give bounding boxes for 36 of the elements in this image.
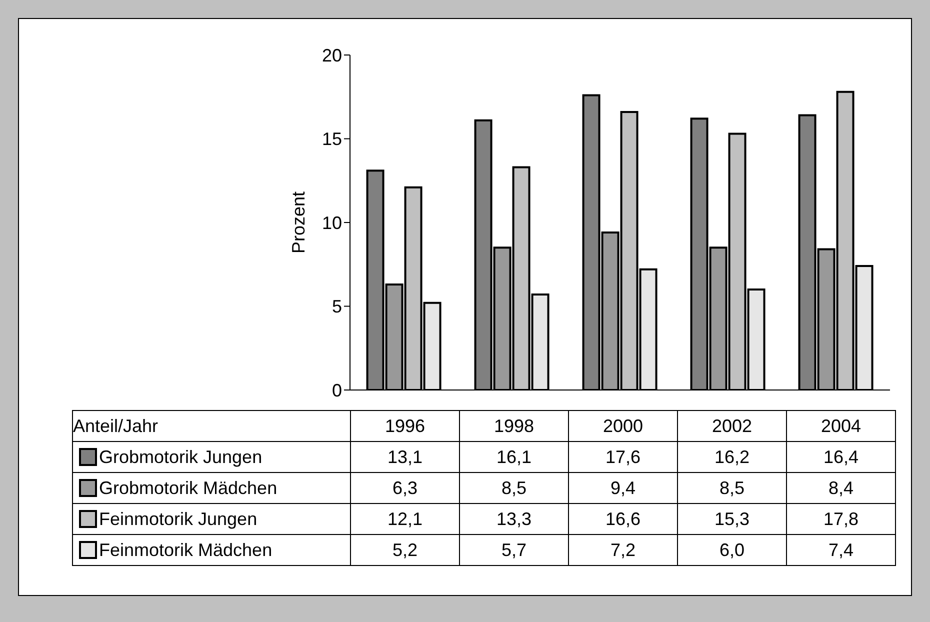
legend-label: Feinmotorik Jungen xyxy=(99,508,258,529)
legend-label: Grobmotorik Jungen xyxy=(99,446,262,467)
data-label: 7,2 xyxy=(568,534,678,566)
y-tick-label: 20 xyxy=(322,45,342,66)
data-label: 13,3 xyxy=(460,504,568,534)
data-label: 8,4 xyxy=(786,472,896,504)
y-tick-label: 10 xyxy=(322,212,342,233)
data-label: 16,6 xyxy=(568,504,678,534)
data-label: 5,7 xyxy=(460,534,568,566)
legend-label: Feinmotorik Mädchen xyxy=(99,540,272,560)
legend-label: Grobmotorik Mädchen xyxy=(99,478,278,498)
x-tick-label: 2002 xyxy=(678,410,786,442)
data-label: 16,4 xyxy=(786,442,896,472)
x-tick-label: 1996 xyxy=(350,410,460,442)
y-tick-label: 15 xyxy=(322,129,342,150)
x-tick-label: 2000 xyxy=(568,410,678,442)
data-label: 15,3 xyxy=(678,504,786,534)
y-tick-label: 5 xyxy=(332,296,342,317)
data-label: 6,0 xyxy=(678,534,786,566)
data-label: 17,6 xyxy=(568,442,678,472)
y-tick-label: 0 xyxy=(332,380,342,400)
data-label: 13,1 xyxy=(350,442,460,472)
data-label: 12,1 xyxy=(350,504,460,534)
legend-title: Anteil/Jahr xyxy=(72,410,350,442)
data-label: 5,2 xyxy=(350,534,460,566)
data-label: 6,3 xyxy=(350,472,460,504)
data-label: 8,5 xyxy=(460,472,568,504)
data-label: 9,4 xyxy=(568,472,678,504)
x-tick-label: 1998 xyxy=(460,410,568,442)
data-label: 8,5 xyxy=(678,472,786,504)
data-label: 16,1 xyxy=(460,442,568,472)
y-axis-title: Prozent xyxy=(288,191,308,254)
x-tick-label: 2004 xyxy=(786,410,896,442)
data-label: 16,2 xyxy=(678,442,786,472)
data-label: 7,4 xyxy=(786,534,896,566)
data-label: 17,8 xyxy=(786,504,896,534)
